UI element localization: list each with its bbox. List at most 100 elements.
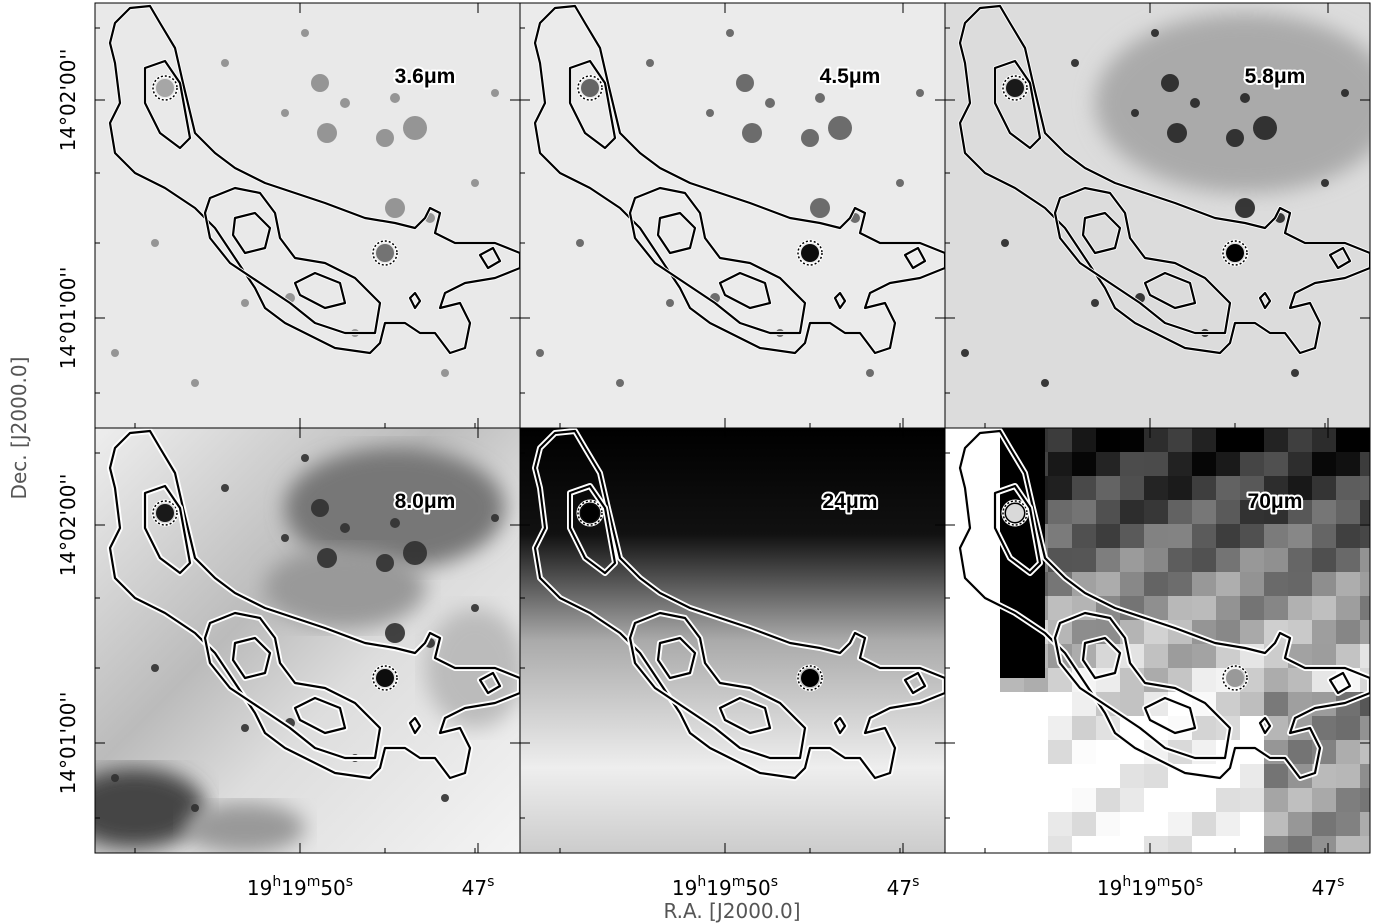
pixel (1360, 812, 1383, 836)
panel: 8.0μm (65, 428, 525, 853)
pixel (1048, 716, 1072, 740)
pixel (1360, 572, 1383, 596)
star (765, 98, 775, 108)
pixel (1144, 644, 1168, 668)
pixel (1120, 764, 1144, 788)
panel: 3.6μm (95, 3, 520, 428)
pixel (1336, 620, 1360, 644)
pixel (1360, 620, 1383, 644)
pixel (1360, 716, 1383, 740)
star (281, 109, 289, 117)
pixel (1048, 764, 1072, 788)
pixel (1072, 548, 1096, 572)
star (666, 299, 674, 307)
pixel (1048, 692, 1072, 716)
pixel (1096, 476, 1120, 500)
star (471, 604, 479, 612)
pixel (1264, 572, 1288, 596)
x-tick-label: 19h19m50s (1097, 874, 1203, 900)
pixel (1312, 500, 1336, 524)
pixel (1072, 788, 1096, 812)
pixel (1264, 788, 1288, 812)
x-tick-label-part: m (1157, 874, 1171, 890)
pixel (1216, 788, 1240, 812)
panel-image (520, 428, 945, 853)
star (1226, 129, 1244, 147)
star (151, 664, 159, 672)
pixel (1048, 524, 1072, 548)
star (1235, 198, 1255, 218)
pixel (1168, 788, 1192, 812)
star (311, 74, 329, 92)
pixel (1288, 524, 1312, 548)
image-background (520, 3, 945, 428)
pixel (1336, 764, 1360, 788)
pixel (1336, 548, 1360, 572)
star (151, 239, 159, 247)
star (491, 89, 499, 97)
pixel (1168, 428, 1192, 452)
star (191, 804, 199, 812)
panel-label: 3.6μm (395, 65, 456, 88)
star (1071, 59, 1079, 67)
x-tick-label-part: 50 (745, 876, 770, 900)
pixel (1096, 500, 1120, 524)
pixel (1360, 500, 1383, 524)
star (1190, 98, 1200, 108)
star (536, 349, 544, 357)
star (576, 239, 584, 247)
pixel (1264, 452, 1288, 476)
star (385, 623, 405, 643)
x-tick-label: 47s (1312, 874, 1345, 900)
star (1041, 379, 1049, 387)
pixel (1240, 452, 1264, 476)
y-axis-label: Dec. [J2000.0] (7, 357, 31, 500)
star (471, 179, 479, 187)
pixel (1192, 476, 1216, 500)
x-axis-label: R.A. [J2000.0] (663, 899, 800, 923)
pixel (1192, 812, 1216, 836)
star (726, 29, 734, 37)
star (221, 59, 229, 67)
diffuse-emission (65, 768, 205, 848)
star (1341, 89, 1349, 97)
pixel (1192, 452, 1216, 476)
pixel (1288, 668, 1312, 692)
star (1151, 29, 1159, 37)
pixel (1360, 524, 1383, 548)
star (1091, 299, 1099, 307)
panel-image (65, 428, 525, 853)
pixel (1120, 836, 1144, 860)
x-tick-label-part: s (1196, 874, 1203, 890)
x-tick-label-part: 19 (1097, 876, 1122, 900)
diffuse-emission (1095, 13, 1383, 193)
x-tick-label-part: s (1337, 874, 1344, 890)
pixel (1120, 428, 1144, 452)
star (1131, 109, 1139, 117)
pixel (1168, 836, 1192, 860)
pixel (1120, 452, 1144, 476)
x-tick-label-part: 47 (462, 876, 487, 900)
pixel (1096, 428, 1120, 452)
pixel (1168, 524, 1192, 548)
star (866, 369, 874, 377)
star (1167, 123, 1187, 143)
pixel (1312, 524, 1336, 548)
star (376, 129, 394, 147)
x-tick-label: 47s (462, 874, 495, 900)
star (961, 349, 969, 357)
pixel (1312, 428, 1336, 452)
star (742, 123, 762, 143)
panel-image (95, 3, 520, 428)
pixel (1144, 812, 1168, 836)
image-background (520, 428, 945, 853)
star (376, 554, 394, 572)
pixel (1360, 596, 1383, 620)
pixel (1360, 476, 1383, 500)
x-tick-label: 19h19m50s (672, 874, 778, 900)
pixel (1360, 548, 1383, 572)
pixel (1336, 452, 1360, 476)
x-tick-label: 47s (887, 874, 920, 900)
panel: 24μm (520, 428, 945, 853)
pixel (1216, 524, 1240, 548)
